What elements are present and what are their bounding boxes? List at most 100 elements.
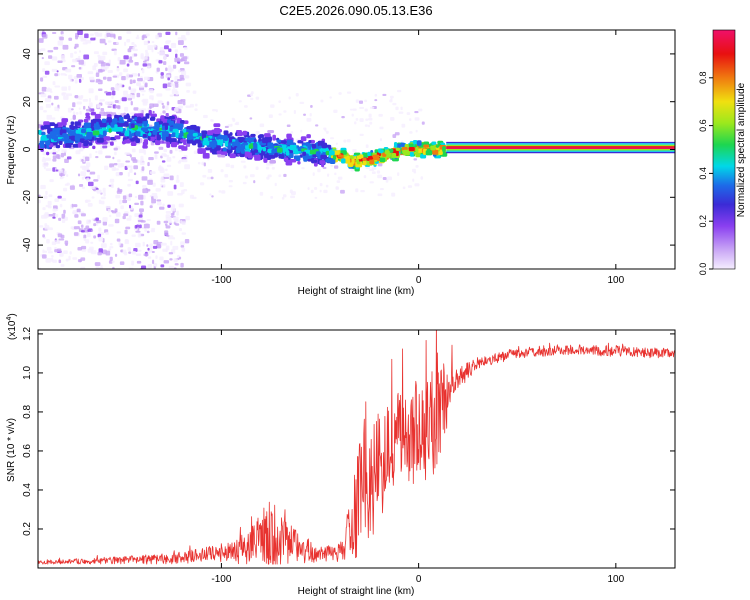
heatmap-cell [231,117,235,120]
heatmap-cell [123,251,128,256]
heatmap-cell [109,246,114,249]
heatmap-cell [108,59,111,64]
heatmap-cell [111,260,115,263]
heatmap-cell [307,187,310,190]
heatmap-cell [249,93,253,97]
heatmap-cell [114,99,119,104]
heatmap-cell [131,73,138,77]
heatmap-cell [254,154,261,161]
heatmap-cell [38,194,41,197]
heatmap-cell [388,148,394,153]
heatmap-cell [126,217,132,221]
heatmap-cell [156,201,162,206]
heatmap-cell [135,180,139,185]
heatmap-cell [172,155,176,159]
heatmap-cell [163,220,169,224]
heatmap-cell [54,213,59,218]
heatmap-cell [87,71,94,75]
heatmap-cell [258,137,262,142]
heatmap-cell [138,194,144,200]
heatmap-cell [199,148,206,154]
heatmap-cell [310,189,314,194]
heatmap-cell [180,70,187,76]
heatmap-cell [44,98,51,103]
heatmap-cell [109,178,115,183]
heatmap-cell [392,134,397,138]
heatmap-cell [160,72,164,76]
heatmap-cell [377,163,383,167]
heatmap-cell [134,195,138,198]
heatmap-cell [249,174,255,178]
heatmap-cell [278,113,282,116]
spectrogram-y-tick-label: 20 [22,96,33,108]
heatmap-cell [140,200,144,206]
heatmap-cell [179,74,184,80]
heatmap-cell [57,60,63,64]
heatmap-cell [147,136,151,141]
heatmap-cell [229,153,236,159]
heatmap-cell [78,59,84,65]
heatmap-cell [170,83,175,86]
heatmap-cell [274,152,278,158]
heatmap-cell [40,93,47,98]
heatmap-cell [184,164,191,170]
heatmap-cell [78,50,82,53]
spectrogram-y-tick-label: 40 [22,48,33,60]
heatmap-cell [170,208,176,212]
heatmap-cell [274,182,277,187]
heatmap-cell [283,173,287,177]
heatmap-cell [155,34,159,40]
heatmap-cell [128,193,133,198]
heatmap-cell [319,189,322,193]
heatmap-cell [85,225,90,230]
heatmap-cell [186,125,193,130]
heatmap-cell [98,88,103,92]
heatmap-cell [285,150,290,156]
heatmap-cell [65,143,72,148]
heatmap-cell [321,161,325,168]
heatmap-cell [320,154,328,160]
heatmap-cell [78,55,81,58]
heatmap-cell [156,220,161,225]
heatmap-cell [398,111,404,114]
heatmap-cell [79,184,84,187]
snr-x-ticks: -100 0 100 [211,330,625,585]
heatmap-cell [96,137,104,143]
heatmap-cell [155,139,161,146]
heatmap-cell [137,73,140,77]
heatmap-cell [80,77,84,81]
heatmap-cell [152,245,158,249]
heatmap-cell [325,150,330,156]
heatmap-cell [113,147,118,151]
heatmap-cell [230,123,233,127]
heatmap-cell [86,177,90,182]
heatmap-cell [73,46,77,49]
snr-x-label: Height of straight line (km) [298,586,415,597]
heatmap-cell [74,79,78,84]
heatmap-cell [147,65,151,69]
heatmap-cell [72,257,78,260]
heatmap-cell [69,251,72,255]
heatmap-cell [394,132,400,136]
heatmap-cell [142,80,146,84]
heatmap-cell [54,198,60,202]
heatmap-cell [324,127,327,132]
colorbar-tick-label: 0.2 [698,215,708,228]
heatmap-cell [44,70,50,75]
heatmap-cell [179,182,184,187]
heatmap-cell [145,52,149,57]
heatmap-cell [39,106,44,111]
heatmap-cell [128,215,132,218]
heatmap-cell [139,212,143,216]
heatmap-cell [75,111,79,115]
heatmap-cell [183,46,188,50]
heatmap-cell [165,67,168,72]
heatmap-cell [270,104,275,108]
heatmap-cell [48,194,53,198]
heatmap-cell [43,195,48,199]
heatmap-cell [85,199,91,203]
heatmap-cell [113,50,117,56]
heatmap-cell [131,260,135,266]
heatmap-cell [124,239,130,245]
heatmap-cell [42,34,48,39]
